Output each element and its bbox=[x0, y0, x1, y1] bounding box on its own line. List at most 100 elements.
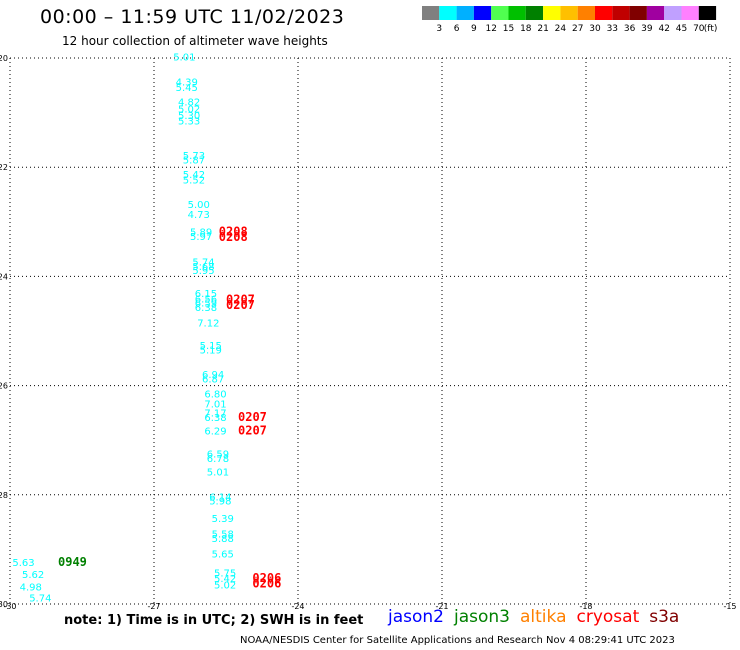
color-swatch bbox=[612, 6, 630, 20]
x-tick-label: -27 bbox=[147, 602, 160, 610]
swh-point: 7.12 bbox=[197, 319, 219, 330]
swh-point: 6.59 bbox=[207, 450, 229, 461]
x-tick-label: -30 bbox=[3, 602, 16, 610]
y-tick-label: -26 bbox=[0, 382, 8, 391]
credit-line: NOAA/NESDIS Center for Satellite Applica… bbox=[240, 635, 675, 646]
color-scale-label: 6 bbox=[454, 24, 460, 34]
x-tick-label: -24 bbox=[291, 602, 304, 610]
legend-jason3: jason3 bbox=[454, 607, 510, 627]
time-label: 0206 bbox=[252, 571, 281, 585]
color-scale-label: 45 bbox=[676, 24, 687, 34]
swh-point: 5.30 bbox=[178, 111, 200, 122]
legend-jason2: jason2 bbox=[388, 607, 444, 627]
x-tick-label: -18 bbox=[579, 602, 592, 610]
color-swatch bbox=[560, 6, 578, 20]
swh-point: 5.00 bbox=[188, 200, 210, 211]
chart-subtitle: 12 hour collection of altimeter wave hei… bbox=[62, 34, 328, 48]
swh-point: 5.39 bbox=[212, 514, 234, 525]
note-text: note: 1) Time is in UTC; 2) SWH is in fe… bbox=[64, 613, 364, 628]
time-label: 0208 bbox=[219, 224, 248, 238]
swh-point: 6.80 bbox=[204, 390, 226, 401]
time-label: 0207 bbox=[226, 298, 255, 312]
swh-point: 5.95 bbox=[192, 266, 214, 277]
legend-altika: altika bbox=[520, 607, 567, 627]
swh-point: 5.75 bbox=[214, 569, 236, 580]
swh-point: 5.01 bbox=[207, 468, 229, 479]
swh-point: 5.89 bbox=[190, 227, 212, 238]
swh-point: 5.68 bbox=[192, 262, 214, 273]
swh-point: 6.59 bbox=[195, 298, 217, 309]
color-swatch bbox=[698, 6, 717, 20]
swh-point: 6.15 bbox=[195, 289, 217, 300]
legend-cryosat: cryosat bbox=[576, 607, 640, 627]
time-label: 0207 bbox=[238, 410, 267, 424]
color-swatch bbox=[595, 6, 613, 20]
swh-point: 6.56 bbox=[195, 295, 217, 306]
color-swatch bbox=[508, 6, 526, 20]
swh-point: 5.01 bbox=[173, 53, 195, 64]
y-tick-label: -24 bbox=[0, 272, 8, 281]
swh-point: 6.78 bbox=[207, 454, 229, 465]
color-scale-label: 27 bbox=[572, 24, 583, 34]
color-scale-label: 24 bbox=[555, 24, 567, 34]
color-swatch bbox=[473, 6, 492, 20]
x-tick-label: -15 bbox=[723, 602, 736, 610]
swh-point: 6.38 bbox=[204, 413, 226, 424]
swh-point: 6.38 bbox=[195, 303, 217, 314]
swh-point: 5.58 bbox=[212, 529, 234, 540]
y-tick-label: -30 bbox=[0, 600, 8, 609]
swh-point: 6.94 bbox=[202, 370, 224, 381]
swh-point: 5.63 bbox=[12, 558, 34, 569]
time-label: 0949 bbox=[58, 555, 87, 569]
color-scale-label: 33 bbox=[607, 24, 618, 34]
color-scale-bar: 3 6 9 12 15 18 21 24 27 30 33 36 39 42 45 70 (ft) bbox=[422, 6, 718, 34]
wave-height-plot: -30-27-24-21-18-15-20-22-24-26-28-305.01… bbox=[0, 53, 737, 610]
y-tick-label: -22 bbox=[0, 163, 8, 172]
swh-point: 5.74 bbox=[29, 593, 51, 604]
swh-point: 6.29 bbox=[204, 427, 226, 438]
swh-point: 7.01 bbox=[204, 399, 226, 410]
color-scale-unit: (ft) bbox=[704, 24, 718, 34]
color-swatch bbox=[577, 6, 595, 20]
swh-point: 5.19 bbox=[200, 345, 222, 356]
color-scale-label: 42 bbox=[658, 24, 669, 34]
color-scale-label: 15 bbox=[503, 24, 514, 34]
swh-point: 4.39 bbox=[176, 77, 198, 88]
color-scale-label: 70 bbox=[693, 24, 705, 34]
swh-point: 6.87 bbox=[202, 374, 224, 385]
color-scale-label: 21 bbox=[537, 24, 548, 34]
swh-point: 5.87 bbox=[183, 155, 205, 166]
x-tick-label: -21 bbox=[435, 602, 448, 610]
swh-point: 5.62 bbox=[22, 570, 44, 581]
chart-title: 00:00 – 11:59 UTC 11/02/2023 bbox=[40, 6, 345, 28]
color-scale-label: 39 bbox=[641, 24, 653, 34]
swh-point: 5.15 bbox=[200, 341, 222, 352]
color-swatch bbox=[681, 6, 699, 20]
swh-point: 5.45 bbox=[176, 83, 198, 94]
swh-point: 5.98 bbox=[209, 497, 231, 508]
legend-s3a: s3a bbox=[649, 607, 680, 627]
swh-point: 7.17 bbox=[204, 409, 226, 420]
color-swatch bbox=[664, 6, 682, 20]
time-label: 0207 bbox=[226, 293, 255, 307]
color-swatch bbox=[491, 6, 509, 20]
swh-point: 5.42 bbox=[214, 574, 236, 585]
swh-point: 4.73 bbox=[188, 210, 210, 221]
swh-point: 5.97 bbox=[190, 232, 212, 243]
color-scale-label: 3 bbox=[436, 24, 442, 34]
color-scale-label: 36 bbox=[624, 24, 636, 34]
color-swatch bbox=[439, 6, 457, 20]
satellite-legend: jason2 jason3 altika cryosat s3a bbox=[388, 607, 689, 627]
swh-point: 5.42 bbox=[183, 170, 205, 181]
color-scale-label: 18 bbox=[520, 24, 532, 34]
color-scale-label: 30 bbox=[589, 24, 601, 34]
swh-point: 4.98 bbox=[20, 582, 42, 593]
swh-point: 5.02 bbox=[178, 105, 200, 116]
time-label: 0206 bbox=[252, 577, 281, 591]
color-swatch bbox=[629, 6, 647, 20]
color-swatch bbox=[525, 6, 544, 20]
swh-point: 5.65 bbox=[212, 550, 234, 561]
swh-point: 5.33 bbox=[178, 117, 200, 128]
swh-point: 5.73 bbox=[183, 151, 205, 162]
swh-point: 5.52 bbox=[183, 176, 205, 187]
